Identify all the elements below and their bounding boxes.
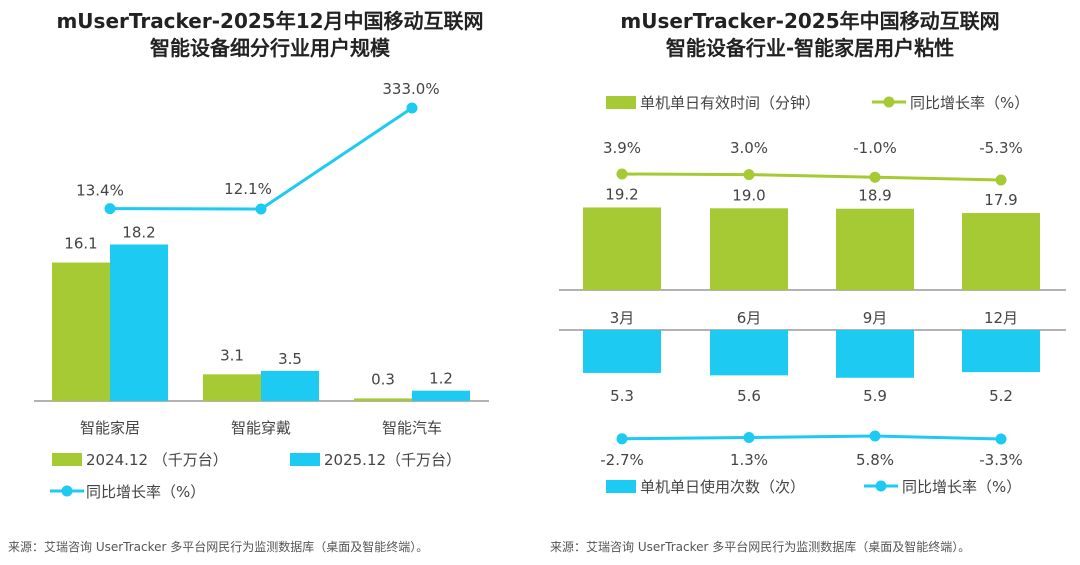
right-bottom-growth-label: -3.3%: [979, 451, 1023, 469]
right-title-line2: 智能设备行业-智能家居用户粘性: [665, 36, 955, 60]
right-bottom-growth-label: 5.8%: [856, 451, 894, 469]
left-growth-point: [104, 203, 116, 215]
bar-2025-1: [261, 370, 319, 401]
right-bottom-growth-point: [995, 433, 1007, 445]
bar-2024-label: 3.1: [220, 346, 244, 364]
left-source-note: 来源：艾瑞咨询 UserTracker 多平台网民行为监测数据库（桌面及智能终端…: [8, 540, 429, 554]
legend-frequency-text: 单机单日使用次数（次）: [640, 478, 805, 496]
bar-frequency-1: [710, 330, 788, 376]
bar-frequency-label: 5.2: [989, 387, 1013, 405]
bar-frequency-3: [962, 330, 1040, 373]
right-source-note: 来源：艾瑞咨询 UserTracker 多平台网民行为监测数据库（桌面及智能终端…: [550, 540, 971, 554]
bar-2024-label: 16.1: [64, 235, 97, 253]
right-bottom-growth-label: 1.3%: [730, 451, 768, 469]
right-top-growth-label: -5.3%: [979, 139, 1023, 157]
left-growth-label: 13.4%: [76, 182, 124, 200]
right-category-label: 9月: [863, 309, 888, 327]
left-growth-label: 12.1%: [224, 180, 272, 198]
right-top-growth-label: 3.9%: [603, 139, 641, 157]
right-bottom-growth-point: [869, 430, 881, 442]
legend-2025-text: 2025.12（千万台）: [324, 451, 461, 469]
bar-2025-0: [110, 244, 168, 401]
left-growth-label: 333.0%: [382, 80, 439, 98]
right-bottom-growth-point: [616, 433, 628, 445]
bar-duration-label: 18.9: [858, 187, 891, 205]
left-category-label: 智能汽车: [382, 419, 442, 437]
legend-frequency-swatch: [606, 480, 636, 493]
left-title-line1: mUserTracker-2025年12月中国移动互联网: [56, 9, 484, 33]
bar-duration-label: 19.0: [732, 186, 765, 204]
left-title-line2: 智能设备细分行业用户规模: [150, 36, 390, 60]
bar-frequency-0: [583, 330, 661, 373]
bar-duration-2: [836, 208, 914, 290]
right-bottom-growth-label: -2.7%: [600, 451, 644, 469]
right-top-growth-point: [616, 168, 628, 180]
legend-left-growth-text: 同比增长率（%）: [86, 483, 205, 501]
left-chart-title: mUserTracker-2025年12月中国移动互联网 智能设备细分行业用户规…: [0, 8, 540, 62]
bar-duration-label: 19.2: [605, 185, 638, 203]
bar-2025-label: 18.2: [122, 223, 155, 241]
bar-frequency-2: [836, 330, 914, 378]
bar-2025-label: 3.5: [278, 350, 302, 368]
bar-2024-2: [354, 398, 412, 401]
right-top-growth-label: -1.0%: [853, 139, 897, 157]
right-top-growth-point: [869, 171, 881, 183]
legend-2024-text: 2024.12 （千万台）: [86, 451, 228, 469]
left-category-label: 智能家居: [80, 419, 140, 437]
right-bottom-growth-line: [621, 434, 1002, 441]
bar-duration-1: [710, 208, 788, 290]
right-top-growth-point: [995, 174, 1007, 186]
bar-frequency-label: 5.6: [737, 387, 761, 405]
bar-frequency-label: 5.3: [610, 387, 634, 405]
right-title-line1: mUserTracker-2025年中国移动互联网: [620, 9, 1000, 33]
legend-bottom-growth-marker: [875, 480, 887, 492]
right-category-label: 6月: [737, 309, 762, 327]
bar-2024-0: [52, 262, 110, 401]
right-chart-title: mUserTracker-2025年中国移动互联网 智能设备行业-智能家居用户粘…: [540, 8, 1080, 62]
right-top-growth-point: [743, 169, 755, 181]
legend-duration-text: 单机单日有效时间（分钟）: [640, 94, 820, 112]
bar-duration-3: [962, 213, 1040, 290]
bar-duration-label: 17.9: [984, 191, 1017, 209]
bar-duration-0: [583, 207, 661, 290]
bar-2024-1: [203, 374, 261, 401]
legend-bottom-growth-text: 同比增长率（%）: [902, 478, 1021, 496]
right-top-growth-label: 3.0%: [730, 139, 768, 157]
right-top-growth-line: [621, 172, 1002, 182]
right-category-label: 12月: [984, 309, 1018, 327]
legend-duration-swatch: [606, 96, 636, 109]
bar-2025-label: 1.2: [429, 370, 453, 388]
legend-2024-swatch: [52, 453, 82, 466]
left-growth-point: [406, 102, 418, 114]
bar-frequency-label: 5.9: [863, 387, 887, 405]
left-category-label: 智能穿戴: [231, 419, 291, 437]
bar-2024-label: 0.3: [371, 370, 395, 388]
left-growth-point: [255, 203, 267, 215]
right-bottom-growth-point: [743, 431, 755, 443]
legend-2025-swatch: [290, 453, 320, 466]
legend-top-growth-marker: [883, 96, 895, 108]
bar-2025-2: [412, 390, 470, 401]
legend-left-growth-marker: [61, 485, 73, 497]
right-category-label: 3月: [610, 309, 635, 327]
legend-top-growth-text: 同比增长率（%）: [910, 94, 1029, 112]
